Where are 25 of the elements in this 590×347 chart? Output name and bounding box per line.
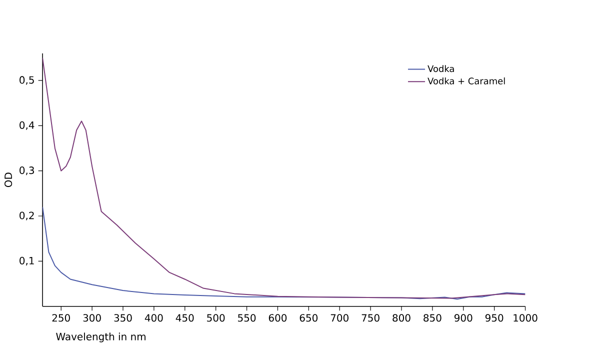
x-tick-label: 1000: [514, 314, 538, 322]
x-tick-label: 500: [207, 314, 225, 322]
x-tick-label: 800: [392, 314, 410, 322]
x-tick-label: 350: [114, 314, 132, 322]
legend-label: Vodka: [428, 64, 454, 72]
y-tick-label: 0,5: [20, 76, 34, 85]
y-tick-label: 0,2: [20, 211, 34, 220]
y-axis-title: OD: [4, 172, 12, 187]
x-tick-label: 250: [52, 314, 70, 322]
x-tick-label: 700: [330, 314, 348, 322]
legend-label: Vodka + Caramel: [428, 77, 505, 84]
y-tick-label: 0,4: [20, 121, 34, 130]
y-tick-label: 0,3: [20, 166, 34, 175]
x-tick-label: 650: [300, 314, 318, 322]
x-tick-label: 750: [362, 314, 380, 322]
x-tick-label: 950: [485, 314, 504, 322]
x-axis-title: Wavelength in nm: [56, 332, 146, 342]
x-tick-label: 300: [83, 314, 101, 322]
x-tick-label: 450: [176, 314, 194, 322]
x-tick-label: 850: [424, 314, 442, 322]
x-tick-label: 400: [144, 314, 163, 322]
x-tick-label: 550: [238, 314, 256, 322]
y-tick-label: 0,1: [20, 256, 34, 266]
x-tick-label: 900: [454, 314, 472, 322]
x-tick-label: 600: [268, 314, 287, 322]
